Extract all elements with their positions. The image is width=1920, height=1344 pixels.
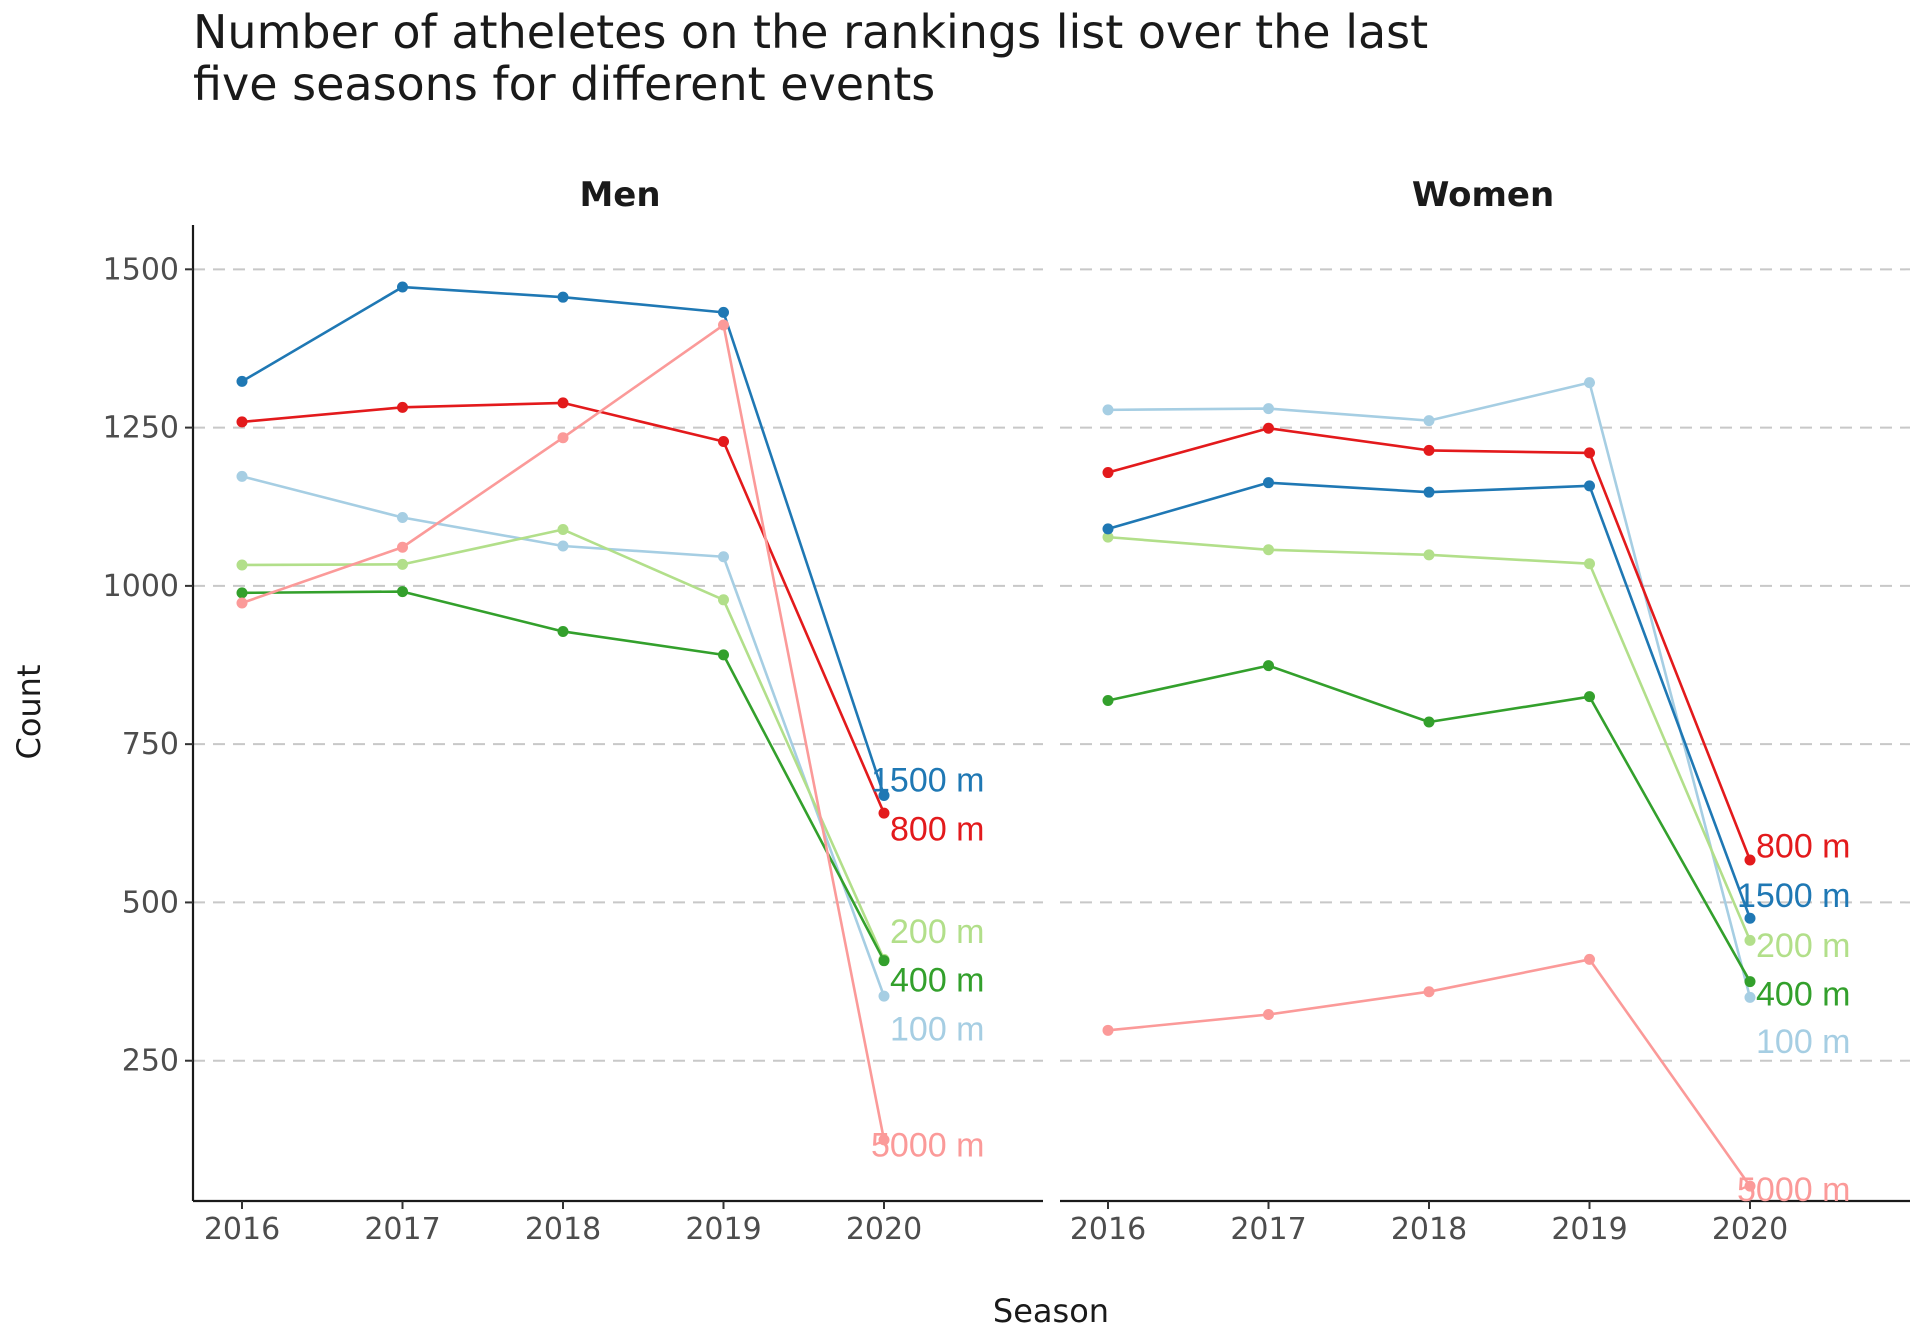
- end-label-men-100m: 100 m: [890, 1010, 985, 1048]
- x-tick-label-men-2017: 2017: [364, 1212, 440, 1247]
- point-men-1500m-2018: [557, 291, 569, 303]
- point-men-100m-2020: [878, 990, 890, 1002]
- point-men-1500m-2016: [236, 375, 248, 387]
- y-tick-label-250: 250: [122, 1044, 179, 1079]
- x-tick-label-men-2016: 2016: [204, 1212, 280, 1247]
- x-tick-label-women-2016: 2016: [1070, 1212, 1146, 1247]
- point-men-100m-2019: [718, 551, 729, 563]
- point-women-400m-2019: [1584, 691, 1595, 703]
- panel-title-women: Women: [1412, 175, 1554, 215]
- axes: 250 500 750 1000 1250 1500 Men 2016 2017 2018 2019…: [103, 175, 1910, 1247]
- point-men-800m-2018: [557, 397, 569, 409]
- end-label-men-200m: 200 m: [890, 913, 985, 951]
- end-label-women-200m: 200 m: [1756, 927, 1851, 965]
- point-women-200m-2016: [1102, 531, 1114, 543]
- x-tick-label-men-2018: 2018: [525, 1212, 601, 1247]
- x-tick-label-women-2019: 2019: [1551, 1212, 1627, 1247]
- point-women-100m-2017: [1263, 403, 1274, 415]
- point-men-400m-2019: [718, 649, 729, 661]
- point-women-5000m-2017: [1263, 1008, 1274, 1020]
- series: [236, 281, 1756, 1192]
- point-men-1500m-2019: [718, 306, 729, 318]
- point-women-400m-2020: [1744, 976, 1756, 988]
- panel-title-men: Men: [579, 175, 660, 215]
- y-tick-label-750: 750: [122, 727, 179, 762]
- point-women-400m-2018: [1423, 716, 1435, 728]
- point-men-200m-2017: [397, 558, 408, 570]
- point-women-100m-2016: [1102, 404, 1114, 416]
- point-men-400m-2017: [397, 586, 408, 598]
- point-women-800m-2018: [1423, 444, 1435, 456]
- chart-title-line-2: five seasons for different events: [193, 57, 935, 111]
- point-men-100m-2017: [397, 512, 408, 523]
- point-women-1500m-2016: [1102, 523, 1114, 535]
- point-men-200m-2018: [557, 524, 569, 536]
- x-tick-label-men-2019: 2019: [685, 1212, 761, 1247]
- point-women-5000m-2016: [1102, 1024, 1114, 1036]
- y-tick-label-1500: 1500: [103, 252, 179, 287]
- x-tick-label-women-2020: 2020: [1712, 1212, 1788, 1247]
- point-women-800m-2017: [1263, 422, 1274, 434]
- end-label-men-800m: 800 m: [890, 810, 985, 848]
- point-men-1500m-2020: [878, 789, 890, 801]
- point-women-200m-2019: [1584, 558, 1595, 570]
- end-label-women-5000m: 5000 m: [1737, 1171, 1850, 1209]
- point-men-800m-2020: [878, 807, 890, 819]
- y-tick-label-1000: 1000: [103, 569, 179, 604]
- end-label-men-5000m: 5000 m: [871, 1126, 984, 1164]
- end-label-men-400m: 400 m: [890, 962, 985, 1000]
- end-label-men-1500m: 1500 m: [871, 762, 984, 800]
- point-men-800m-2017: [397, 401, 408, 413]
- end-labels: 1500 m 800 m 200 m 400 m 100 m 5000 m 800 m 150…: [871, 762, 1851, 1210]
- point-men-400m-2020: [878, 955, 890, 967]
- point-men-5000m-2019: [718, 319, 729, 331]
- point-women-5000m-2018: [1423, 986, 1435, 998]
- point-men-5000m-2020: [878, 1134, 890, 1146]
- point-women-100m-2019: [1584, 377, 1595, 389]
- point-women-200m-2018: [1423, 549, 1435, 561]
- point-men-800m-2019: [718, 436, 729, 448]
- end-label-women-800m: 800 m: [1756, 827, 1851, 865]
- point-women-800m-2020: [1744, 854, 1756, 866]
- end-label-women-100m: 100 m: [1756, 1023, 1851, 1061]
- point-men-400m-2016: [236, 587, 248, 599]
- x-axis-label: Season: [993, 1292, 1109, 1330]
- point-women-100m-2020: [1744, 991, 1756, 1003]
- x-tick-label-men-2020: 2020: [846, 1212, 922, 1247]
- point-women-1500m-2018: [1423, 486, 1435, 498]
- point-women-1500m-2020: [1744, 912, 1756, 924]
- point-men-5000m-2016: [236, 597, 248, 609]
- point-men-100m-2016: [236, 470, 248, 482]
- x-tick-label-women-2017: 2017: [1230, 1212, 1306, 1247]
- point-women-200m-2017: [1263, 544, 1274, 556]
- point-women-5000m-2019: [1584, 953, 1595, 965]
- point-women-800m-2016: [1102, 467, 1114, 479]
- point-women-400m-2016: [1102, 694, 1114, 706]
- point-men-1500m-2017: [397, 281, 408, 293]
- x-tick-label-women-2018: 2018: [1391, 1212, 1467, 1247]
- y-axis-label: Count: [10, 664, 48, 759]
- point-men-400m-2018: [557, 625, 569, 637]
- point-women-100m-2018: [1423, 415, 1435, 427]
- point-women-800m-2019: [1584, 447, 1595, 459]
- point-women-400m-2017: [1263, 660, 1274, 672]
- point-men-5000m-2017: [397, 541, 408, 553]
- point-men-200m-2019: [718, 594, 729, 606]
- chart-title-line-1: Number of atheletes on the rankings list…: [193, 5, 1428, 59]
- point-men-800m-2016: [236, 416, 248, 428]
- end-label-women-400m: 400 m: [1756, 976, 1851, 1014]
- point-women-200m-2020: [1744, 934, 1756, 946]
- point-men-5000m-2018: [557, 432, 569, 444]
- point-men-200m-2016: [236, 559, 248, 571]
- point-women-1500m-2017: [1263, 477, 1274, 489]
- point-women-1500m-2019: [1584, 480, 1595, 492]
- y-tick-label-1250: 1250: [103, 411, 179, 446]
- gridlines: [193, 268, 1910, 1062]
- point-women-5000m-2020: [1744, 1180, 1756, 1192]
- y-tick-label-500: 500: [122, 885, 179, 920]
- point-men-100m-2018: [557, 540, 569, 552]
- end-label-women-1500m: 1500 m: [1737, 877, 1850, 915]
